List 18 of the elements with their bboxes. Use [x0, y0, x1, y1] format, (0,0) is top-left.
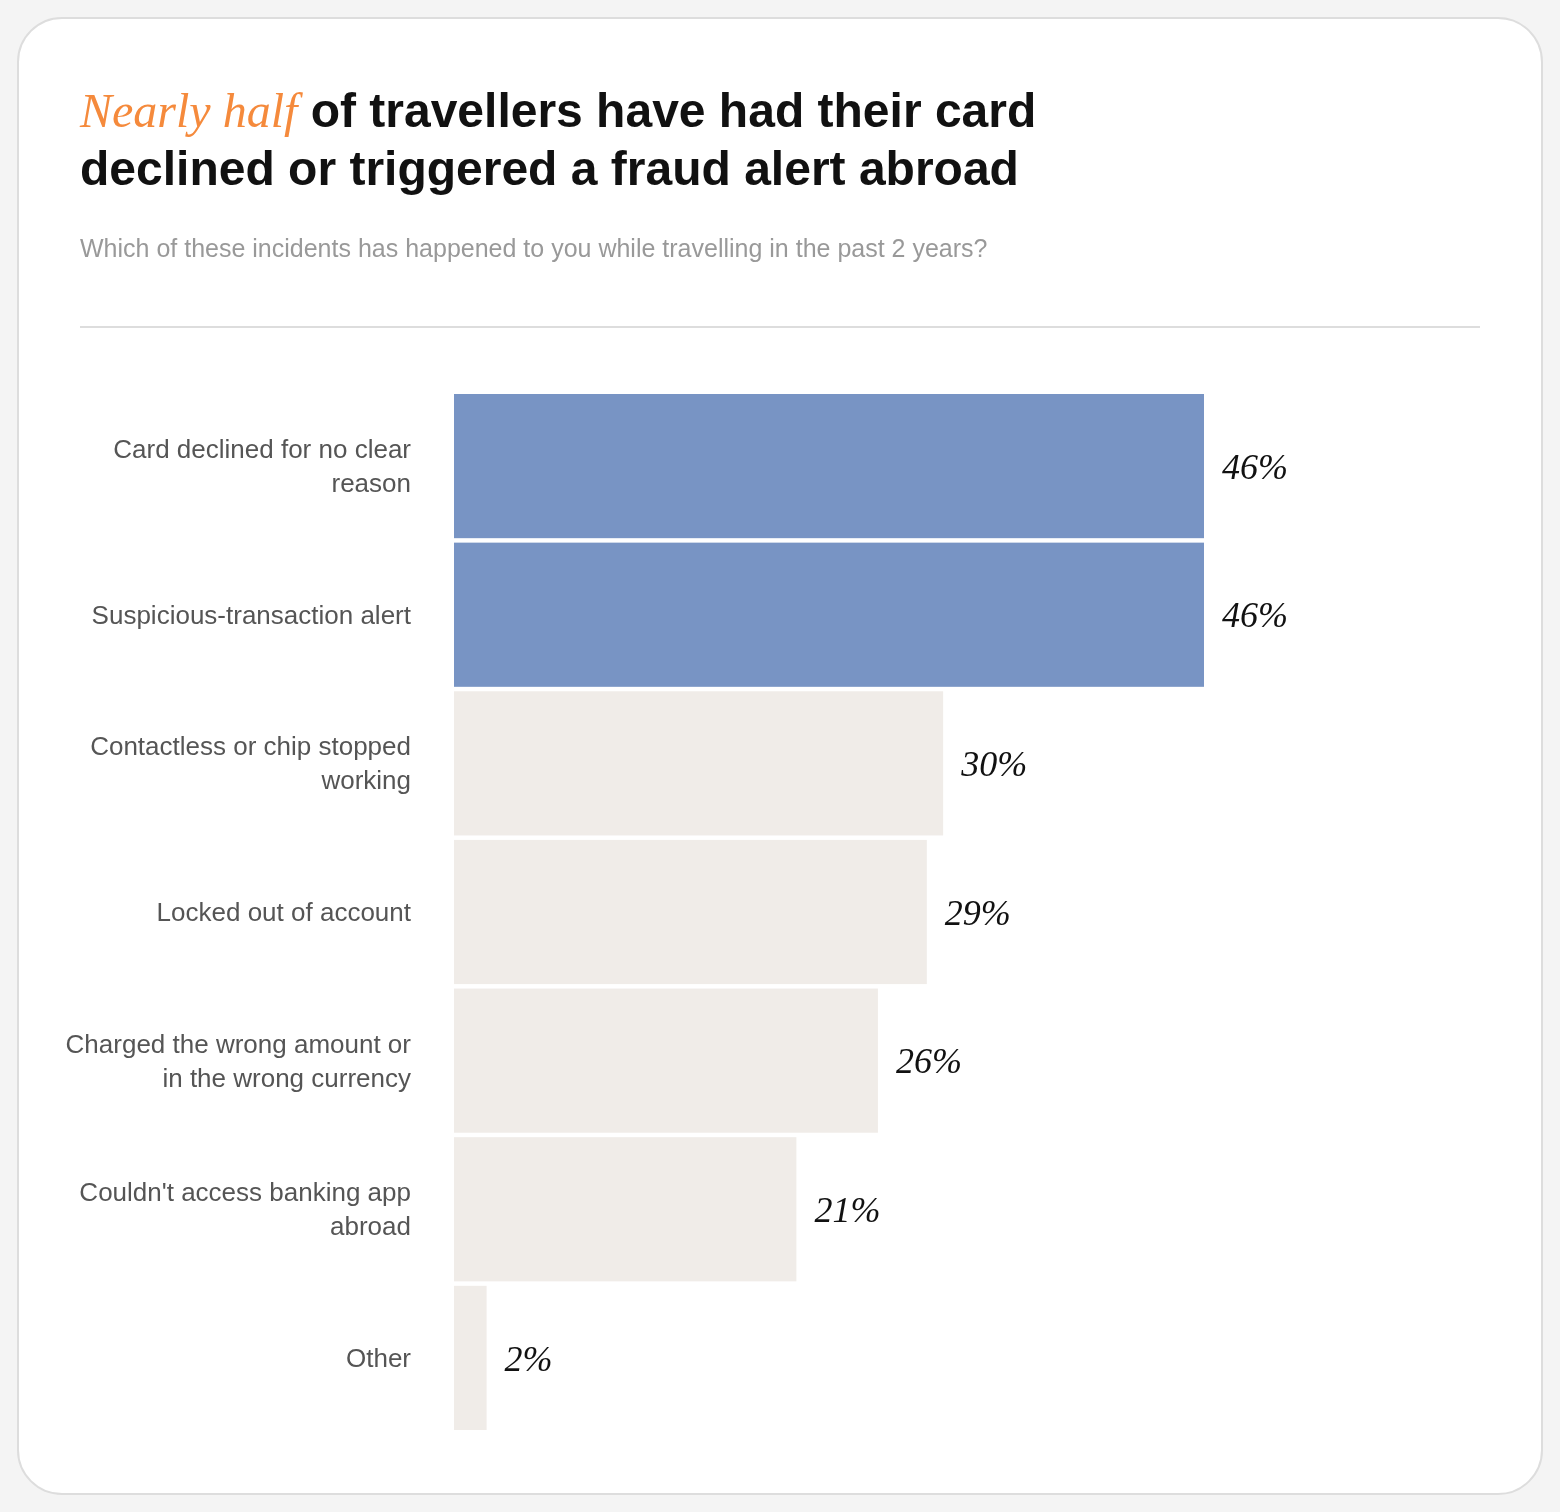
- data-label: 46%: [1222, 446, 1288, 487]
- chart-title: Nearly half of travellers have had their card declined or triggered a fraud alert abroad: [80, 84, 1037, 195]
- y-tick-label: Other: [345, 1343, 412, 1374]
- data-label: 29%: [944, 892, 1011, 933]
- data-label: 21%: [814, 1189, 881, 1230]
- chart-subtitle: Which of these incidents has happened to you while travelling in the past 2 years?: [80, 234, 988, 262]
- bar: [454, 394, 1204, 539]
- data-label: 26%: [895, 1041, 962, 1082]
- y-tick-label: Card declined for no clear reason: [113, 434, 412, 499]
- y-tick-label: Charged the wrong amount or in the wrong currency: [65, 1028, 412, 1093]
- y-tick-label: Couldn't access banking app abroad: [79, 1177, 411, 1242]
- y-tick-label: Suspicious-transaction alert: [91, 599, 412, 630]
- data-label: 2%: [504, 1338, 553, 1379]
- y-tick-label: Contactless or chip stopped working: [90, 731, 411, 796]
- data-label: 46%: [1222, 595, 1288, 636]
- data-label: 30%: [960, 743, 1028, 784]
- bar: [454, 542, 1204, 687]
- y-tick-label: Locked out of account: [156, 897, 412, 928]
